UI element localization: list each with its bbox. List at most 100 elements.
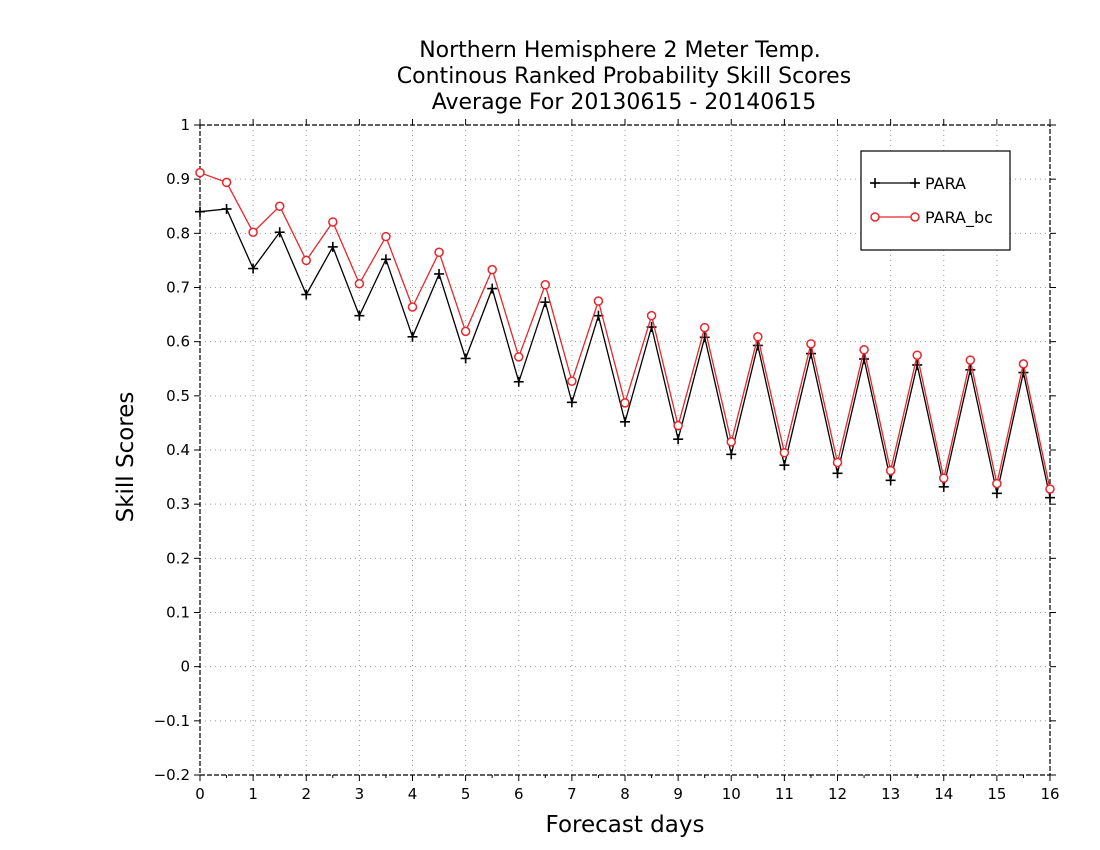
legend-entry-para: PARA: [870, 174, 966, 193]
data-point-para-bc: [274, 201, 285, 211]
legend-label: PARA: [925, 174, 966, 193]
data-point-para: [752, 340, 763, 351]
x-tick-label: 4: [408, 785, 418, 803]
data-point-para-bc: [354, 278, 365, 289]
series-line-para: [199, 208, 1051, 498]
y-tick-label: 0.2: [166, 549, 190, 567]
x-axis-label: Forecast days: [546, 812, 705, 838]
data-point-para: [859, 354, 870, 364]
legend-marker: [870, 178, 880, 188]
data-point-para: [221, 203, 232, 214]
data-point-para-bc: [620, 398, 630, 408]
data-point-para-bc: [328, 217, 338, 227]
data-point-para: [540, 297, 551, 308]
data-point-para: [779, 460, 790, 471]
y-tick-label: 0.5: [166, 387, 190, 405]
data-point-para: [248, 263, 259, 274]
y-tick-label: 0.8: [166, 224, 190, 242]
axis-ticks: −0.2−0.100.10.20.30.40.50.60.70.80.910 1 2…: [154, 116, 1060, 803]
data-point-para-bc: [753, 332, 763, 342]
y-tick-label: 0.4: [166, 441, 190, 459]
title-line-2: Continous Ranked Probability Skill Score…: [397, 64, 851, 89]
grid: [200, 125, 1050, 775]
data-point-para: [726, 449, 737, 460]
data-point-para: [805, 348, 816, 359]
data-point-para: [513, 376, 524, 387]
chart-title: Northern Hemisphere 2 Meter Temp. Contin…: [397, 38, 851, 115]
x-tick-label: 9: [673, 785, 683, 803]
x-tick-label: 16: [1040, 785, 1059, 803]
data-point-para-bc: [646, 310, 657, 321]
y-tick-label: 0.1: [166, 604, 190, 622]
y-tick-label: 0.6: [166, 333, 190, 351]
data-point-para-bc: [301, 255, 311, 266]
y-tick-label: 1: [180, 116, 190, 134]
data-point-para-bc: [248, 227, 258, 237]
legend: PARA PARA_bc: [860, 150, 1011, 251]
data-point-para-bc: [195, 167, 205, 178]
x-tick-label: 3: [355, 785, 365, 803]
data-point-para-bc: [726, 437, 736, 447]
legend-box: [860, 150, 1011, 251]
data-point-para-bc: [460, 326, 471, 337]
x-tick-label: 10: [722, 785, 741, 803]
data-point-para: [1045, 492, 1055, 503]
data-point-para-bc: [965, 355, 976, 365]
data-point-para: [912, 359, 923, 370]
data-point-para: [1018, 367, 1029, 378]
data-point-para: [566, 397, 577, 408]
series: [195, 167, 1055, 503]
series-para: [195, 203, 1055, 503]
data-point-para-bc: [779, 447, 790, 458]
data-point-para: [434, 268, 445, 279]
data-point-para: [327, 241, 338, 252]
x-tick-label: 6: [514, 785, 524, 803]
data-point-para-bc: [673, 420, 683, 431]
data-point-para-bc: [992, 478, 1002, 489]
x-tick-label: 7: [567, 785, 577, 803]
x-tick-label: 15: [987, 785, 1006, 803]
data-point-para: [620, 416, 630, 427]
data-point-para-bc: [434, 247, 444, 258]
data-point-para: [832, 468, 843, 479]
data-point-para: [991, 488, 1002, 499]
data-point-para: [274, 227, 285, 238]
y-tick-label: 0.7: [166, 279, 190, 297]
x-tick-label: 12: [828, 785, 847, 803]
data-point-para-bc: [832, 457, 843, 468]
legend-marker: [910, 212, 920, 222]
data-point-para-bc: [806, 339, 816, 349]
data-point-para-bc: [407, 302, 418, 312]
data-point-para: [195, 206, 205, 217]
data-point-para: [301, 289, 312, 300]
x-tick-label: 8: [620, 785, 630, 803]
data-point-para: [699, 332, 710, 343]
x-tick-label: 1: [248, 785, 258, 803]
y-tick-label: 0.3: [166, 495, 190, 513]
y-tick-label: −0.2: [154, 766, 190, 784]
y-tick-label: −0.1: [154, 712, 190, 730]
data-point-para-bc: [381, 231, 391, 242]
data-point-para: [460, 353, 471, 364]
data-point-para: [938, 481, 949, 492]
data-point-para-bc: [1045, 484, 1055, 494]
legend-entry-para-bc: PARA_bc: [870, 208, 993, 228]
legend-marker: [910, 178, 920, 188]
data-point-para-bc: [221, 177, 232, 188]
data-point-para-bc: [859, 345, 869, 355]
y-axis-label: Skill Scores: [113, 392, 139, 523]
data-point-para: [380, 254, 391, 265]
data-point-para-bc: [567, 376, 577, 386]
data-point-para: [354, 310, 365, 321]
x-tick-label: 11: [775, 785, 794, 803]
x-tick-label: 2: [301, 785, 311, 803]
data-point-para: [673, 434, 684, 445]
x-tick-label: 5: [461, 785, 471, 803]
y-tick-label: 0: [180, 658, 190, 676]
data-point-para-bc: [939, 473, 949, 483]
x-tick-label: 13: [881, 785, 900, 803]
data-point-para-bc: [487, 264, 497, 275]
legend-marker: [870, 212, 880, 222]
legend-label: PARA_bc: [925, 208, 993, 228]
